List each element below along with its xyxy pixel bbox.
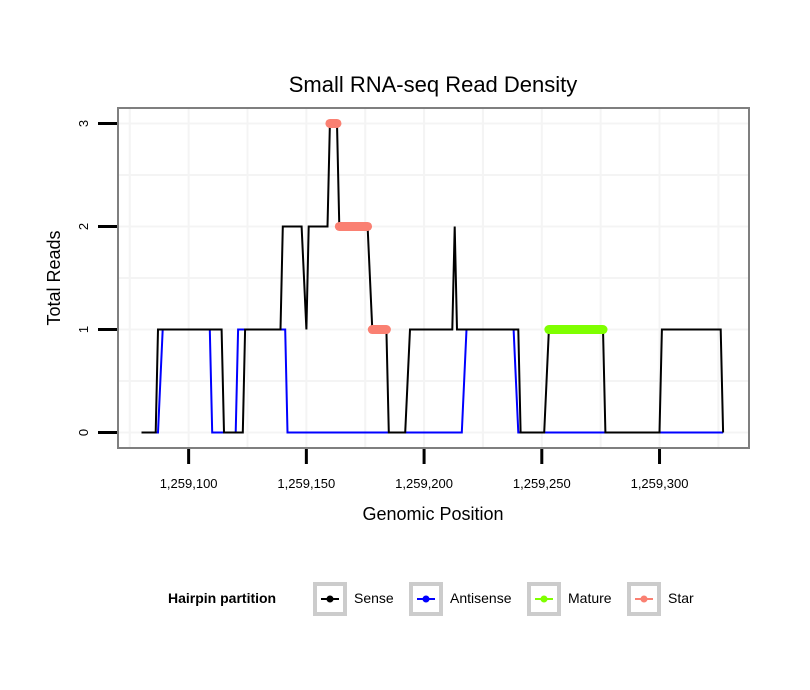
legend-key-box bbox=[409, 582, 443, 616]
legend-item-antisense: Antisense bbox=[409, 582, 512, 616]
legend-key-box bbox=[627, 582, 661, 616]
plot-panel bbox=[117, 107, 750, 449]
legend-key-dot bbox=[422, 595, 430, 603]
legend-key-dot bbox=[326, 595, 334, 603]
x-tick-label: 1,259,300 bbox=[631, 476, 689, 491]
x-tick-label: 1,259,150 bbox=[277, 476, 335, 491]
legend-key-dot bbox=[640, 595, 648, 603]
y-axis-title: Total Reads bbox=[44, 230, 64, 325]
legend-title: Hairpin partition bbox=[168, 590, 276, 606]
series-layer bbox=[141, 118, 725, 434]
x-tick-label: 1,259,100 bbox=[160, 476, 218, 491]
x-axis-title: Genomic Position bbox=[362, 504, 503, 524]
y-tick-label: 3 bbox=[76, 120, 91, 127]
panel-border bbox=[117, 107, 750, 449]
legend-item-mature: Mature bbox=[527, 582, 612, 616]
legend-label: Star bbox=[668, 590, 694, 606]
x-axis: 1,259,100 1,259,150 1,259,200 1,259,250 1,25… bbox=[160, 449, 689, 491]
y-axis: 0 1 2 3 bbox=[76, 120, 117, 436]
legend-label: Sense bbox=[354, 590, 394, 606]
chart-title: Small RNA-seq Read Density bbox=[289, 72, 578, 97]
y-tick-label: 1 bbox=[76, 326, 91, 333]
x-tick-label: 1,259,250 bbox=[513, 476, 571, 491]
legend-item-sense: Sense bbox=[313, 582, 394, 616]
legend-label: Mature bbox=[568, 590, 612, 606]
x-tick-label: 1,259,200 bbox=[395, 476, 453, 491]
legend-label: Antisense bbox=[450, 590, 512, 606]
legend: Hairpin partition Sense Antisense Mature St… bbox=[168, 582, 694, 616]
legend-item-star: Star bbox=[627, 582, 694, 616]
y-tick-label: 0 bbox=[76, 429, 91, 436]
y-tick-label: 2 bbox=[76, 223, 91, 230]
legend-key-dot bbox=[540, 595, 548, 603]
